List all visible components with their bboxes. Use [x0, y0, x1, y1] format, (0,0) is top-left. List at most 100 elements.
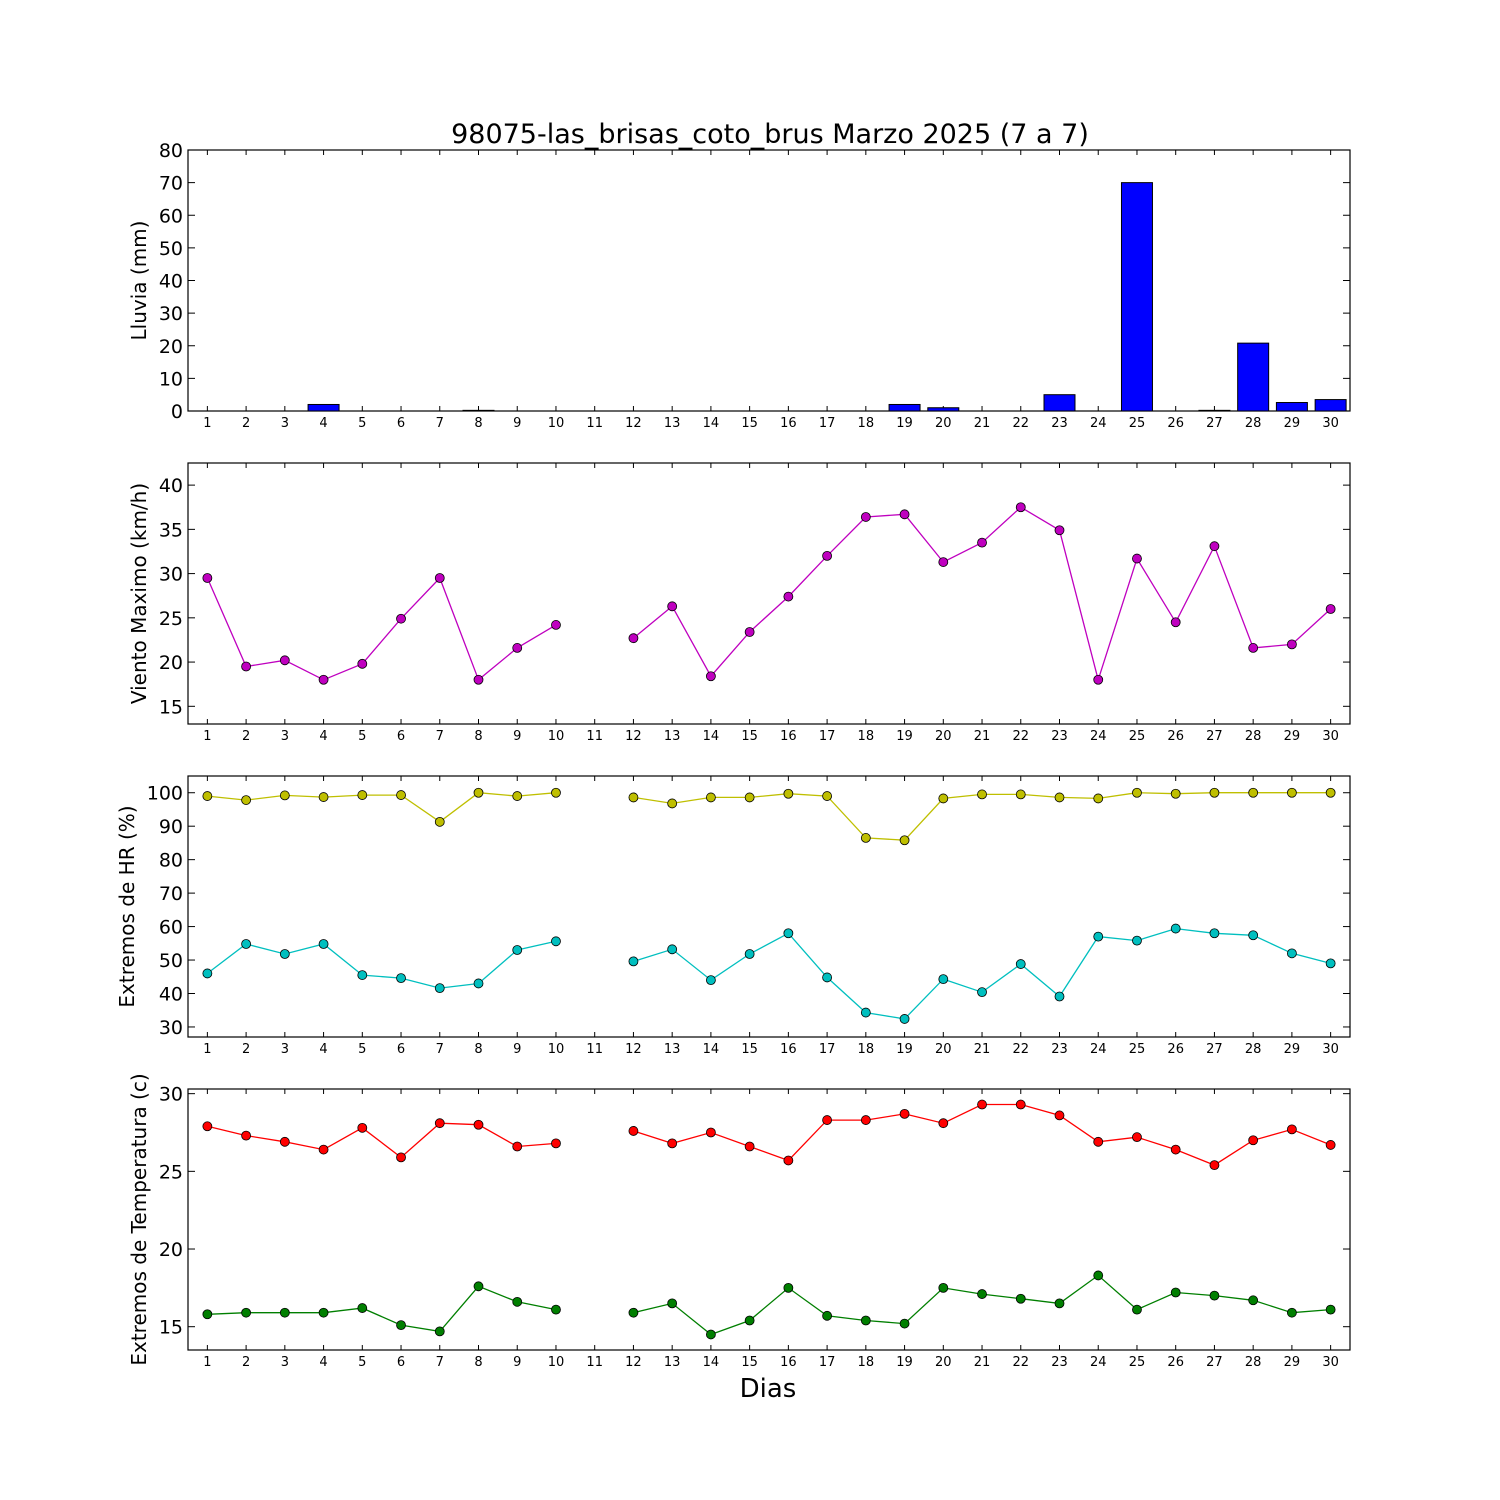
- y-tick-label: 100: [147, 783, 183, 805]
- x-tick-label: 11: [586, 1355, 603, 1370]
- data-point: [279, 949, 290, 959]
- data-point: [1325, 958, 1336, 969]
- data-point: [1015, 959, 1026, 969]
- data-point: [318, 674, 329, 685]
- data-point: [706, 671, 716, 682]
- x-tick-label: 15: [741, 729, 758, 744]
- data-point: [1248, 787, 1259, 798]
- series-line: [633, 1103, 1331, 1166]
- y-tick-label: 30: [159, 1017, 183, 1039]
- x-tick-label: 12: [625, 1042, 642, 1057]
- data-point: [512, 1296, 523, 1307]
- bar: [1198, 409, 1231, 412]
- y-tick-label: 0: [171, 401, 183, 423]
- x-tick-label: 7: [436, 1042, 444, 1057]
- y-tick-label: 30: [159, 303, 183, 325]
- x-tick-label: 23: [1051, 416, 1068, 431]
- x-tick-label: 11: [586, 729, 603, 744]
- x-tick-label: 12: [625, 416, 642, 431]
- data-point: [1015, 1099, 1026, 1110]
- data-point: [279, 790, 290, 801]
- y-tick-label: 70: [159, 883, 183, 905]
- data-point: [473, 674, 484, 685]
- data-point: [1054, 525, 1065, 536]
- x-tick-label: 17: [819, 729, 836, 744]
- x-tick-label: 27: [1206, 416, 1223, 431]
- data-point: [1209, 541, 1220, 552]
- x-tick-label: 29: [1284, 1042, 1301, 1057]
- x-tick-label: 7: [436, 729, 444, 744]
- x-tick-label: 17: [819, 416, 836, 431]
- x-tick-label: 8: [474, 1355, 482, 1370]
- data-point: [357, 790, 368, 800]
- x-tick-label: 22: [1012, 416, 1029, 431]
- series-line: [632, 506, 1332, 683]
- x-tick-label: 29: [1284, 729, 1301, 744]
- x-tick-label: 12: [625, 729, 642, 744]
- data-point: [1170, 1144, 1181, 1155]
- data-point: [279, 1307, 290, 1318]
- x-tick-label: 24: [1090, 729, 1107, 744]
- y-tick-label: 20: [159, 336, 183, 358]
- x-tick-label: 12: [625, 1355, 642, 1370]
- data-point: [1170, 923, 1181, 934]
- x-tick-label: 30: [1322, 416, 1339, 431]
- data-point: [1170, 617, 1181, 628]
- data-point: [434, 816, 445, 827]
- data-point: [822, 791, 832, 801]
- data-point: [822, 1310, 832, 1321]
- data-point: [1287, 948, 1297, 959]
- data-point: [473, 978, 484, 989]
- x-tick-label: 20: [935, 1042, 952, 1057]
- x-tick-label: 27: [1206, 729, 1223, 744]
- x-tick-label: 20: [935, 729, 952, 744]
- x-tick-label: 18: [858, 1355, 875, 1370]
- x-tick-label: 4: [319, 1042, 327, 1057]
- data-point: [551, 936, 561, 947]
- data-point: [1170, 1287, 1181, 1298]
- x-tick-label: 24: [1090, 416, 1107, 431]
- data-point: [241, 661, 252, 672]
- data-point: [667, 1138, 678, 1149]
- data-point: [628, 1307, 639, 1318]
- x-tick-label: 4: [319, 729, 327, 744]
- data-point: [1093, 1136, 1104, 1147]
- data-point: [1209, 928, 1220, 939]
- data-point: [512, 1141, 523, 1152]
- x-tick-label: 27: [1206, 1355, 1223, 1370]
- y-tick-label: 30: [159, 1084, 183, 1106]
- x-tick-label: 23: [1051, 1042, 1068, 1057]
- x-tick-label: 28: [1245, 416, 1262, 431]
- data-point: [706, 1127, 716, 1138]
- y-tick-label: 30: [159, 564, 183, 586]
- data-point: [1093, 931, 1104, 942]
- data-point: [667, 798, 678, 809]
- data-point: [202, 1121, 213, 1132]
- x-tick-label: 17: [819, 1042, 836, 1057]
- data-point: [357, 1122, 368, 1133]
- data-point: [473, 1281, 484, 1292]
- x-tick-label: 27: [1206, 1042, 1223, 1057]
- y-tick-label: 25: [159, 1161, 183, 1183]
- x-tick-label: 7: [436, 1355, 444, 1370]
- series-line: [633, 927, 1331, 1020]
- data-point: [473, 1119, 484, 1130]
- x-tick-label: 30: [1322, 1355, 1339, 1370]
- x-tick-label: 1: [203, 1042, 211, 1057]
- data-point: [977, 537, 987, 548]
- x-tick-label: 25: [1129, 416, 1146, 431]
- data-point: [628, 1126, 639, 1136]
- y-tick-label: 70: [159, 173, 183, 195]
- data-point: [318, 792, 329, 802]
- data-point: [899, 1014, 910, 1024]
- x-tick-label: 22: [1012, 1355, 1029, 1370]
- data-point: [783, 788, 794, 799]
- x-tick-label: 20: [935, 416, 952, 431]
- y-tick-label: 90: [159, 816, 183, 838]
- y-tick-label: 35: [159, 519, 183, 541]
- data-point: [938, 1282, 949, 1293]
- x-tick-label: 10: [548, 416, 565, 431]
- x-tick-label: 16: [780, 416, 797, 431]
